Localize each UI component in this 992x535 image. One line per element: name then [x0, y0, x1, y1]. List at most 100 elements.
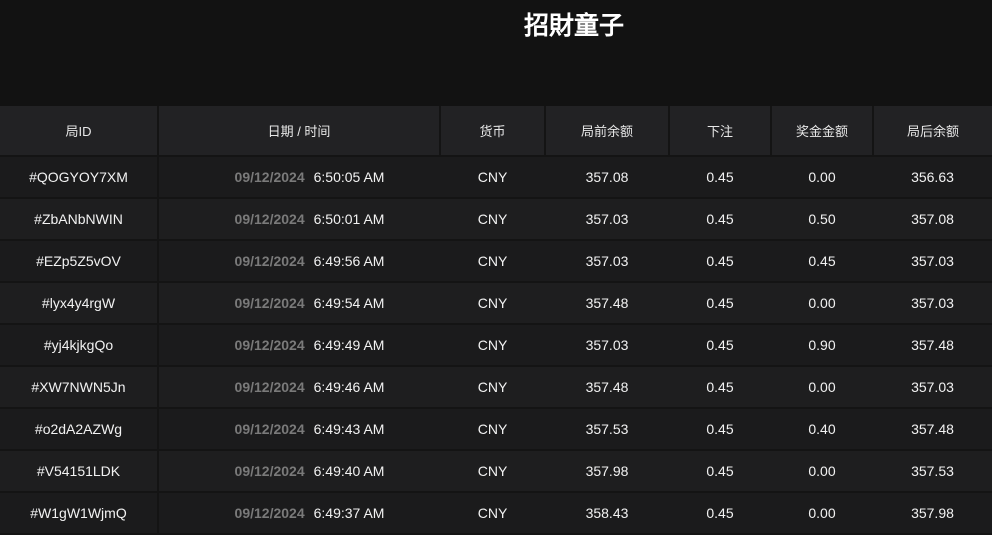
- datetime-cell: 09/12/2024 6:50:01 AM: [158, 198, 440, 241]
- time: 6:49:49 AM: [313, 337, 385, 353]
- bet: 0.45: [669, 492, 771, 535]
- time: 6:49:46 AM: [313, 379, 385, 395]
- balance-after: 357.03: [873, 282, 992, 325]
- datetime-cell: 09/12/2024 6:49:46 AM: [158, 366, 440, 409]
- round-id[interactable]: #o2dA2AZWg: [0, 408, 159, 451]
- header-balance-before: 局前余额: [545, 106, 670, 157]
- win: 0.45: [771, 240, 873, 283]
- header-currency: 货币: [440, 106, 546, 157]
- balance-after: 357.98: [873, 492, 992, 535]
- balance-before: 358.43: [545, 492, 669, 535]
- win: 0.00: [771, 156, 873, 199]
- date: 09/12/2024: [234, 379, 305, 395]
- round-id[interactable]: #QOGYOY7XM: [0, 156, 159, 199]
- header-balance-after: 局后余额: [873, 106, 992, 157]
- balance-before: 357.53: [545, 408, 669, 451]
- balance-before: 357.03: [545, 240, 669, 283]
- currency: CNY: [440, 198, 545, 241]
- round-id[interactable]: #ZbANbNWIN: [0, 198, 159, 241]
- bet: 0.45: [669, 324, 771, 367]
- datetime-cell: 09/12/2024 6:49:54 AM: [158, 282, 440, 325]
- currency: CNY: [440, 156, 545, 199]
- bet: 0.45: [669, 156, 771, 199]
- datetime-cell: 09/12/2024 6:49:43 AM: [158, 408, 440, 451]
- date: 09/12/2024: [234, 253, 305, 269]
- currency: CNY: [440, 492, 545, 535]
- header-bet: 下注: [669, 106, 772, 157]
- balance-after: 357.53: [873, 450, 992, 493]
- balance-before: 357.48: [545, 282, 669, 325]
- win: 0.40: [771, 408, 873, 451]
- win: 0.90: [771, 324, 873, 367]
- balance-before: 357.03: [545, 324, 669, 367]
- currency: CNY: [440, 324, 545, 367]
- bet: 0.45: [669, 240, 771, 283]
- datetime-cell: 09/12/2024 6:49:37 AM: [158, 492, 440, 535]
- win: 0.00: [771, 450, 873, 493]
- currency: CNY: [440, 366, 545, 409]
- win: 0.00: [771, 366, 873, 409]
- bet: 0.45: [669, 408, 771, 451]
- balance-after: 357.03: [873, 366, 992, 409]
- bet: 0.45: [669, 198, 771, 241]
- datetime-cell: 09/12/2024 6:49:40 AM: [158, 450, 440, 493]
- table-row[interactable]: #o2dA2AZWg 09/12/2024 6:49:43 AM CNY 357.…: [0, 408, 992, 451]
- datetime-cell: 09/12/2024 6:50:05 AM: [158, 156, 440, 199]
- header-win: 奖金金额: [771, 106, 874, 157]
- balance-before: 357.03: [545, 198, 669, 241]
- time: 6:49:56 AM: [313, 253, 385, 269]
- history-table: 局ID 日期 / 时间 货币 局前余额 下注 奖金金额 局后余额 #QOGYOY…: [0, 106, 992, 535]
- header-bar: 招財童子: [0, 0, 992, 106]
- header-round-id: 局ID: [0, 106, 159, 157]
- table-row[interactable]: #QOGYOY7XM 09/12/2024 6:50:05 AM CNY 357.…: [0, 156, 992, 199]
- date: 09/12/2024: [234, 421, 305, 437]
- round-id[interactable]: #XW7NWN5Jn: [0, 366, 159, 409]
- round-id[interactable]: #W1gW1WjmQ: [0, 492, 159, 535]
- page-title: 招財童子: [523, 12, 624, 40]
- balance-before: 357.08: [545, 156, 669, 199]
- table-header: 局ID 日期 / 时间 货币 局前余额 下注 奖金金额 局后余额: [0, 106, 992, 157]
- round-id[interactable]: #yj4kjkgQo: [0, 324, 159, 367]
- table-row[interactable]: #EZp5Z5vOV 09/12/2024 6:49:56 AM CNY 357.…: [0, 240, 992, 283]
- balance-after: 357.48: [873, 408, 992, 451]
- date: 09/12/2024: [234, 211, 305, 227]
- balance-after: 357.48: [873, 324, 992, 367]
- date: 09/12/2024: [234, 337, 305, 353]
- bet: 0.45: [669, 366, 771, 409]
- table-row[interactable]: #lyx4y4rgW 09/12/2024 6:49:54 AM CNY 357.…: [0, 282, 992, 325]
- time: 6:50:01 AM: [313, 211, 385, 227]
- time: 6:49:43 AM: [313, 421, 385, 437]
- win: 0.00: [771, 492, 873, 535]
- balance-before: 357.98: [545, 450, 669, 493]
- datetime-cell: 09/12/2024 6:49:56 AM: [158, 240, 440, 283]
- win: 0.00: [771, 282, 873, 325]
- round-id[interactable]: #EZp5Z5vOV: [0, 240, 159, 283]
- round-id[interactable]: #lyx4y4rgW: [0, 282, 159, 325]
- currency: CNY: [440, 450, 545, 493]
- balance-after: 356.63: [873, 156, 992, 199]
- win: 0.50: [771, 198, 873, 241]
- time: 6:49:40 AM: [313, 463, 385, 479]
- time: 6:49:37 AM: [313, 505, 385, 521]
- balance-before: 357.48: [545, 366, 669, 409]
- bet: 0.45: [669, 282, 771, 325]
- date: 09/12/2024: [234, 295, 305, 311]
- currency: CNY: [440, 408, 545, 451]
- bet: 0.45: [669, 450, 771, 493]
- table-row[interactable]: #yj4kjkgQo 09/12/2024 6:49:49 AM CNY 357.…: [0, 324, 992, 367]
- round-id[interactable]: #V54151LDK: [0, 450, 159, 493]
- time: 6:50:05 AM: [313, 169, 385, 185]
- table-row[interactable]: #ZbANbNWIN 09/12/2024 6:50:01 AM CNY 357.…: [0, 198, 992, 241]
- table-row[interactable]: #W1gW1WjmQ 09/12/2024 6:49:37 AM CNY 358.…: [0, 492, 992, 535]
- datetime-cell: 09/12/2024 6:49:49 AM: [158, 324, 440, 367]
- balance-after: 357.03: [873, 240, 992, 283]
- header-datetime: 日期 / 时间: [158, 106, 441, 157]
- table-row[interactable]: #XW7NWN5Jn 09/12/2024 6:49:46 AM CNY 357.…: [0, 366, 992, 409]
- date: 09/12/2024: [234, 505, 305, 521]
- date: 09/12/2024: [234, 169, 305, 185]
- currency: CNY: [440, 240, 545, 283]
- currency: CNY: [440, 282, 545, 325]
- time: 6:49:54 AM: [313, 295, 385, 311]
- balance-after: 357.08: [873, 198, 992, 241]
- table-row[interactable]: #V54151LDK 09/12/2024 6:49:40 AM CNY 357.…: [0, 450, 992, 493]
